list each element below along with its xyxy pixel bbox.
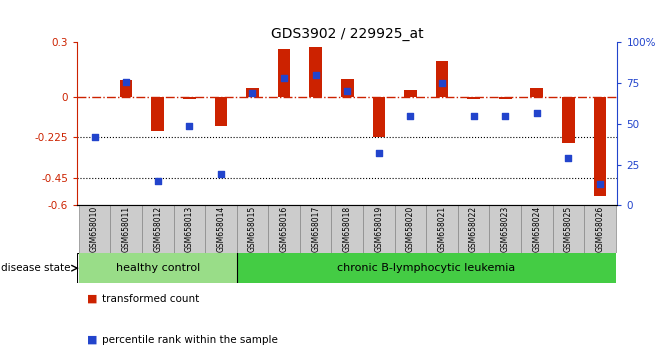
Bar bbox=[309, 47, 322, 97]
Text: GSM658017: GSM658017 bbox=[311, 206, 320, 252]
Text: GSM658023: GSM658023 bbox=[501, 206, 510, 252]
Text: GSM658020: GSM658020 bbox=[406, 206, 415, 252]
Text: GSM658022: GSM658022 bbox=[469, 206, 478, 252]
Bar bbox=[268, 205, 300, 253]
Point bbox=[595, 181, 605, 187]
Bar bbox=[341, 79, 354, 97]
Bar bbox=[215, 97, 227, 126]
Text: GSM658010: GSM658010 bbox=[90, 206, 99, 252]
Point bbox=[468, 113, 479, 119]
Bar bbox=[246, 88, 259, 97]
Bar bbox=[521, 205, 552, 253]
Text: chronic B-lymphocytic leukemia: chronic B-lymphocytic leukemia bbox=[337, 263, 515, 273]
Bar bbox=[594, 97, 607, 196]
Bar bbox=[183, 97, 196, 98]
Bar bbox=[300, 205, 331, 253]
Text: GSM658012: GSM658012 bbox=[153, 206, 162, 252]
Text: GSM658014: GSM658014 bbox=[216, 206, 225, 252]
Bar bbox=[278, 49, 291, 97]
Text: GSM658016: GSM658016 bbox=[280, 206, 289, 252]
Bar bbox=[404, 90, 417, 97]
Point bbox=[89, 134, 100, 140]
Point bbox=[184, 123, 195, 129]
Bar bbox=[174, 205, 205, 253]
Bar bbox=[467, 97, 480, 98]
Point bbox=[405, 113, 416, 119]
Bar bbox=[395, 205, 426, 253]
Text: GSM658021: GSM658021 bbox=[437, 206, 446, 252]
Bar bbox=[331, 205, 363, 253]
Bar bbox=[205, 205, 237, 253]
Bar bbox=[142, 205, 174, 253]
Bar bbox=[120, 80, 132, 97]
Bar bbox=[426, 205, 458, 253]
Bar bbox=[435, 61, 448, 97]
Text: GSM658011: GSM658011 bbox=[121, 206, 131, 252]
Point bbox=[247, 90, 258, 96]
Point bbox=[374, 150, 384, 156]
Point bbox=[500, 113, 511, 119]
Bar bbox=[79, 253, 237, 283]
Point bbox=[121, 79, 132, 84]
Bar bbox=[458, 205, 489, 253]
Point bbox=[310, 72, 321, 78]
Point bbox=[563, 155, 574, 161]
Text: ■: ■ bbox=[87, 294, 98, 304]
Text: transformed count: transformed count bbox=[102, 294, 199, 304]
Bar bbox=[562, 97, 574, 143]
Point bbox=[152, 178, 163, 184]
Text: disease state: disease state bbox=[1, 263, 71, 273]
Text: GSM658025: GSM658025 bbox=[564, 206, 573, 252]
Text: GSM658026: GSM658026 bbox=[595, 206, 605, 252]
Title: GDS3902 / 229925_at: GDS3902 / 229925_at bbox=[271, 28, 423, 41]
Text: percentile rank within the sample: percentile rank within the sample bbox=[102, 335, 278, 345]
Text: GSM658018: GSM658018 bbox=[343, 206, 352, 252]
Bar bbox=[79, 205, 110, 253]
Bar bbox=[584, 205, 616, 253]
Text: healthy control: healthy control bbox=[115, 263, 200, 273]
Point bbox=[342, 88, 353, 94]
Bar bbox=[152, 97, 164, 131]
Bar bbox=[237, 205, 268, 253]
Text: GSM658024: GSM658024 bbox=[532, 206, 541, 252]
Bar bbox=[489, 205, 521, 253]
Text: ■: ■ bbox=[87, 335, 98, 345]
Point bbox=[531, 110, 542, 115]
Bar bbox=[363, 205, 395, 253]
Bar bbox=[372, 97, 385, 137]
Point bbox=[437, 80, 448, 86]
Bar bbox=[110, 205, 142, 253]
Point bbox=[278, 75, 289, 81]
Text: GSM658013: GSM658013 bbox=[185, 206, 194, 252]
Text: GSM658019: GSM658019 bbox=[374, 206, 383, 252]
Text: GSM658015: GSM658015 bbox=[248, 206, 257, 252]
Bar bbox=[552, 205, 584, 253]
Bar bbox=[237, 253, 616, 283]
Bar bbox=[531, 88, 543, 97]
Bar bbox=[499, 97, 511, 98]
Point bbox=[215, 172, 226, 177]
